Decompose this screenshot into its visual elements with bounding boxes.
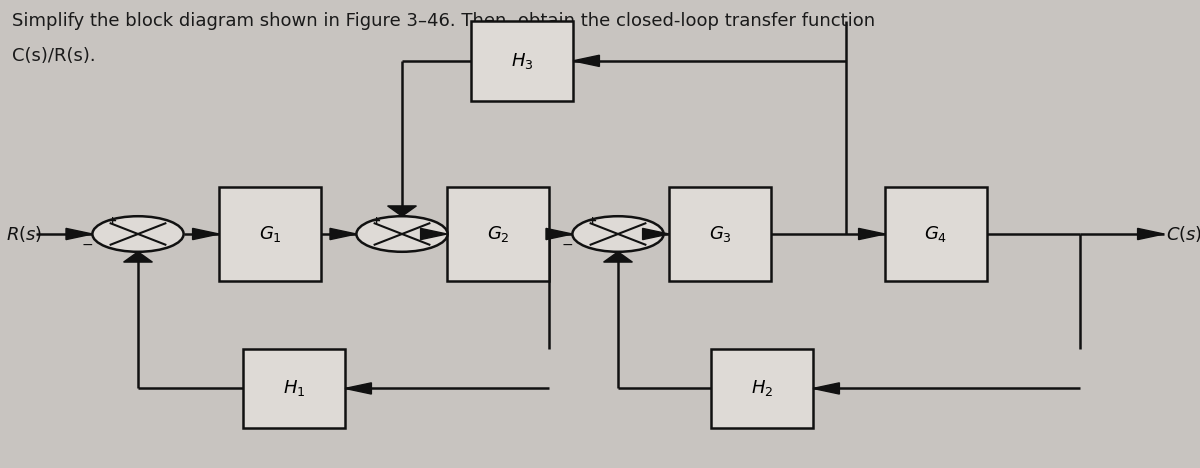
Polygon shape bbox=[330, 228, 356, 240]
FancyBboxPatch shape bbox=[470, 21, 574, 101]
Text: +: + bbox=[108, 216, 118, 226]
Text: $H_1$: $H_1$ bbox=[283, 379, 305, 398]
Circle shape bbox=[572, 216, 664, 252]
Circle shape bbox=[356, 216, 448, 252]
Polygon shape bbox=[66, 228, 92, 240]
Polygon shape bbox=[346, 383, 372, 394]
Polygon shape bbox=[574, 55, 600, 66]
Text: $R(s)$: $R(s)$ bbox=[6, 224, 42, 244]
FancyBboxPatch shape bbox=[886, 187, 986, 281]
Text: Simplify the block diagram shown in Figure 3–46. Then, obtain the closed-loop tr: Simplify the block diagram shown in Figu… bbox=[12, 12, 875, 29]
FancyBboxPatch shape bbox=[710, 349, 814, 428]
Text: C(s)/R(s).: C(s)/R(s). bbox=[12, 47, 96, 65]
Polygon shape bbox=[420, 228, 446, 240]
FancyBboxPatch shape bbox=[220, 187, 322, 281]
Text: $G_4$: $G_4$ bbox=[924, 224, 948, 244]
Polygon shape bbox=[604, 252, 632, 262]
FancyBboxPatch shape bbox=[242, 349, 346, 428]
Text: −: − bbox=[562, 238, 574, 252]
Text: $H_2$: $H_2$ bbox=[751, 379, 773, 398]
Polygon shape bbox=[546, 228, 572, 240]
Text: −: − bbox=[82, 238, 94, 252]
Text: $G_2$: $G_2$ bbox=[487, 224, 509, 244]
FancyBboxPatch shape bbox=[446, 187, 550, 281]
Polygon shape bbox=[859, 228, 886, 240]
Text: $G_1$: $G_1$ bbox=[258, 224, 282, 244]
Text: $C(s)$: $C(s)$ bbox=[1166, 224, 1200, 244]
Polygon shape bbox=[643, 228, 670, 240]
FancyBboxPatch shape bbox=[670, 187, 772, 281]
Polygon shape bbox=[814, 383, 840, 394]
Text: +: + bbox=[372, 216, 382, 226]
Polygon shape bbox=[192, 228, 220, 240]
Text: $H_3$: $H_3$ bbox=[511, 51, 533, 71]
Text: +: + bbox=[588, 216, 598, 226]
Polygon shape bbox=[124, 252, 152, 262]
Circle shape bbox=[92, 216, 184, 252]
Text: $G_3$: $G_3$ bbox=[708, 224, 732, 244]
Polygon shape bbox=[388, 206, 416, 216]
Polygon shape bbox=[1138, 228, 1164, 240]
